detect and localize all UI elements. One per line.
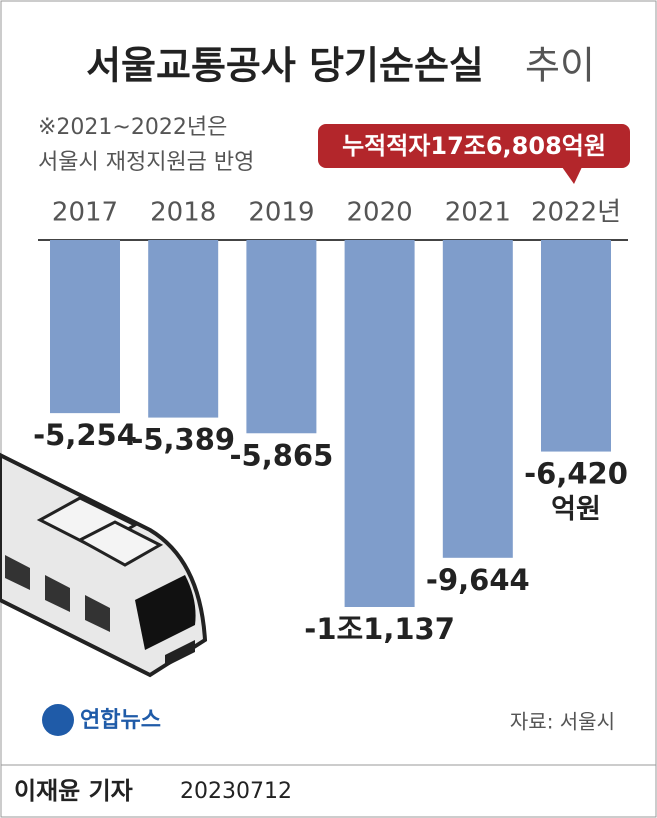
bar [541, 240, 611, 452]
source: 자료: 서울시 [510, 710, 615, 734]
chart-title: 서울교통공사 당기순손실 [86, 44, 484, 88]
callout-box [318, 124, 630, 168]
date: 20230712 [180, 779, 292, 804]
train-window [45, 575, 70, 612]
chart-title-suffix: 추이 [525, 44, 595, 88]
logo: 연합뉴스 [42, 704, 161, 736]
bar [442, 240, 513, 558]
bar [344, 240, 415, 607]
reporter: 이재윤 기자 [14, 777, 133, 805]
note: 서울시 재정지원금 반영 [38, 150, 254, 175]
value-label: -6,420 [524, 457, 628, 491]
bar [246, 240, 317, 434]
note: ※2021~2022년은 [38, 115, 227, 140]
annotation: 누적적자17조6,808억원 [342, 132, 606, 160]
value-label: -9,644 [426, 563, 530, 597]
train-window [85, 595, 110, 632]
callout: 누적적자17조6,808억원 [318, 124, 630, 184]
x-tick-label: 2021 [445, 198, 511, 228]
bar [148, 240, 219, 418]
train-roof [76, 520, 164, 567]
value-label: -1조1,137 [304, 612, 455, 646]
value-label: -5,865 [230, 438, 334, 472]
x-tick-label: 2017 [52, 198, 118, 228]
value-label: -5,389 [131, 423, 235, 457]
train-window [135, 575, 196, 650]
train-window [5, 555, 30, 590]
x-tick-label: 2022년 [531, 198, 621, 228]
callout-pointer [562, 167, 582, 184]
train-illustration [0, 452, 208, 678]
bar [50, 240, 120, 414]
value-label: -5,254 [33, 418, 137, 452]
unit-label: 억원 [551, 494, 601, 525]
x-tick-label: 2018 [150, 198, 216, 228]
train-light [165, 640, 195, 667]
x-tick-label: 2019 [248, 198, 314, 228]
logo-mark [42, 704, 74, 736]
x-tick-label: 2020 [347, 198, 413, 228]
logo-text: 연합뉴스 [80, 707, 161, 733]
